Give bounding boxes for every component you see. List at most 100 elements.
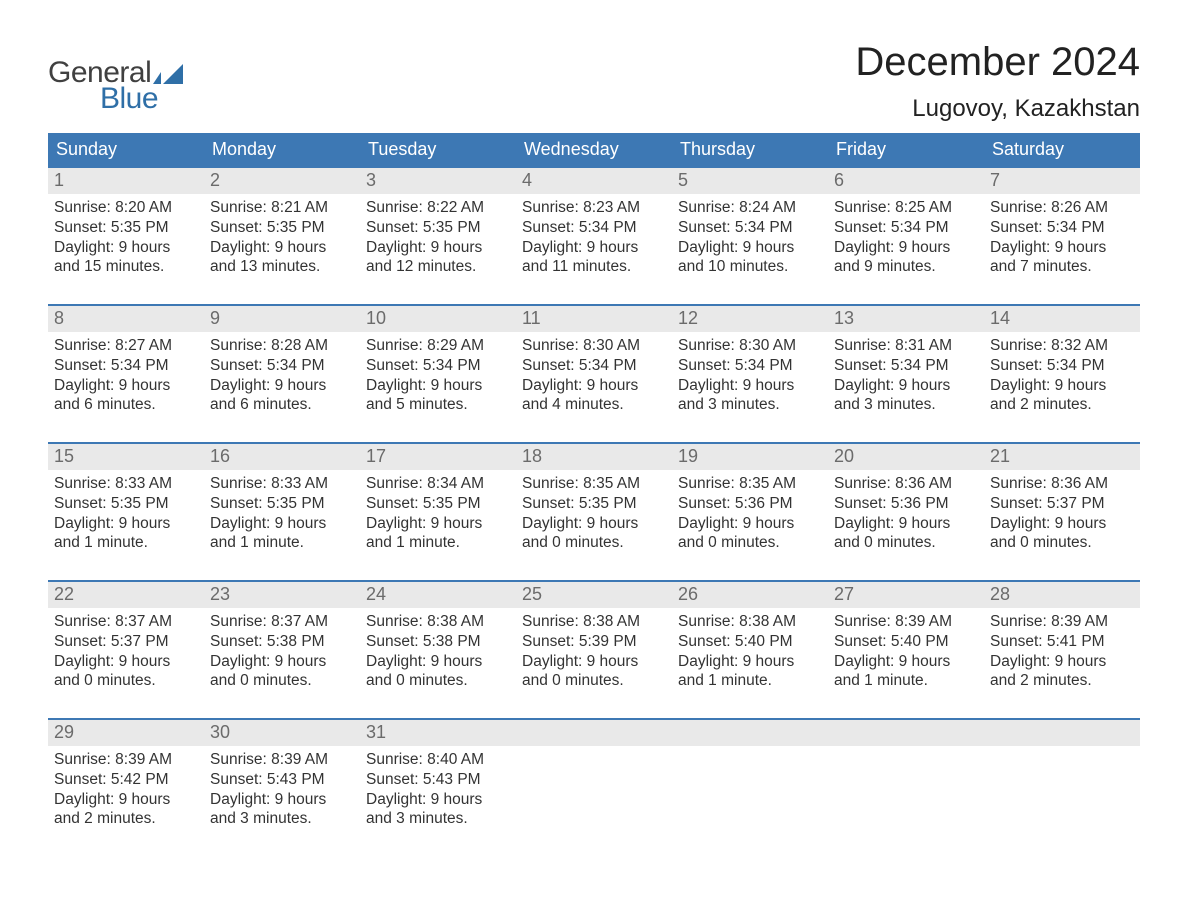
day-number: 5 — [672, 168, 828, 194]
day-body: Sunrise: 8:38 AMSunset: 5:38 PMDaylight:… — [360, 608, 516, 691]
day-body: Sunrise: 8:36 AMSunset: 5:37 PMDaylight:… — [984, 470, 1140, 553]
sunrise-text: Sunrise: 8:21 AM — [210, 198, 354, 218]
day-number: 20 — [828, 444, 984, 470]
day-cell: 26Sunrise: 8:38 AMSunset: 5:40 PMDayligh… — [672, 582, 828, 700]
daylight-text: Daylight: 9 hours and 0 minutes. — [522, 652, 666, 692]
day-number: 14 — [984, 306, 1140, 332]
sunrise-text: Sunrise: 8:33 AM — [210, 474, 354, 494]
sunrise-text: Sunrise: 8:33 AM — [54, 474, 198, 494]
day-cell: 17Sunrise: 8:34 AMSunset: 5:35 PMDayligh… — [360, 444, 516, 562]
day-cell: 19 Sunrise: 8:35 AMSunset: 5:36 PMDayligh… — [672, 444, 828, 562]
sunset-text: Sunset: 5:35 PM — [366, 218, 510, 238]
daylight-text: Daylight: 9 hours and 3 minutes. — [210, 790, 354, 830]
sunset-text: Sunset: 5:34 PM — [990, 356, 1134, 376]
daylight-text: Daylight: 9 hours and 6 minutes. — [210, 376, 354, 416]
sunset-text: Sunset: 5:38 PM — [366, 632, 510, 652]
day-body: Sunrise: 8:34 AMSunset: 5:35 PMDaylight:… — [360, 470, 516, 553]
day-number: 12 — [672, 306, 828, 332]
day-number: 6 — [828, 168, 984, 194]
day-number: 11 — [516, 306, 672, 332]
day-body: Sunrise: 8:24 AMSunset: 5:34 PMDaylight:… — [672, 194, 828, 277]
daylight-text: Daylight: 9 hours and 7 minutes. — [990, 238, 1134, 278]
sunset-text: Sunset: 5:34 PM — [54, 356, 198, 376]
day-number: 19 — [672, 444, 828, 470]
sunset-text: Sunset: 5:35 PM — [54, 494, 198, 514]
sunrise-text: Sunrise: 8:35 AM — [678, 474, 822, 494]
sunrise-text: Sunrise: 8:40 AM — [366, 750, 510, 770]
daylight-text: Daylight: 9 hours and 12 minutes. — [366, 238, 510, 278]
day-number: 26 — [672, 582, 828, 608]
day-cell: 12Sunrise: 8:30 AMSunset: 5:34 PMDayligh… — [672, 306, 828, 424]
sunset-text: Sunset: 5:34 PM — [522, 356, 666, 376]
sunset-text: Sunset: 5:35 PM — [54, 218, 198, 238]
day-number: 30 — [204, 720, 360, 746]
sunrise-text: Sunrise: 8:39 AM — [990, 612, 1134, 632]
day-cell: 24Sunrise: 8:38 AMSunset: 5:38 PMDayligh… — [360, 582, 516, 700]
daylight-text: Daylight: 9 hours and 1 minute. — [366, 514, 510, 554]
day-cell: 13Sunrise: 8:31 AMSunset: 5:34 PMDayligh… — [828, 306, 984, 424]
weekday-header: Saturday — [984, 133, 1140, 166]
day-body: Sunrise: 8:29 AMSunset: 5:34 PMDaylight:… — [360, 332, 516, 415]
sunset-text: Sunset: 5:34 PM — [834, 218, 978, 238]
sunrise-text: Sunrise: 8:36 AM — [990, 474, 1134, 494]
day-body: Sunrise: 8:38 AMSunset: 5:39 PMDaylight:… — [516, 608, 672, 691]
sunrise-text: Sunrise: 8:20 AM — [54, 198, 198, 218]
day-cell: 30Sunrise: 8:39 AMSunset: 5:43 PMDayligh… — [204, 720, 360, 838]
day-cell: 18Sunrise: 8:35 AMSunset: 5:35 PMDayligh… — [516, 444, 672, 562]
day-number: 29 — [48, 720, 204, 746]
day-number: 15 — [48, 444, 204, 470]
day-number: . — [672, 720, 828, 746]
sunset-text: Sunset: 5:34 PM — [990, 218, 1134, 238]
day-body: Sunrise: 8:33 AMSunset: 5:35 PMDaylight:… — [204, 470, 360, 553]
logo-flag-icon — [153, 64, 183, 84]
day-body: Sunrise: 8:22 AMSunset: 5:35 PMDaylight:… — [360, 194, 516, 277]
day-number: 25 — [516, 582, 672, 608]
sunrise-text: Sunrise: 8:28 AM — [210, 336, 354, 356]
day-number: 27 — [828, 582, 984, 608]
day-cell: 14Sunrise: 8:32 AMSunset: 5:34 PMDayligh… — [984, 306, 1140, 424]
sunset-text: Sunset: 5:41 PM — [990, 632, 1134, 652]
daylight-text: Daylight: 9 hours and 0 minutes. — [990, 514, 1134, 554]
title-block: December 2024 Lugovoy, Kazakhstan — [855, 40, 1140, 123]
daylight-text: Daylight: 9 hours and 10 minutes. — [678, 238, 822, 278]
daylight-text: Daylight: 9 hours and 2 minutes. — [990, 652, 1134, 692]
daylight-text: Daylight: 9 hours and 3 minutes. — [366, 790, 510, 830]
header: General Blue December 2024 Lugovoy, Kaza… — [48, 40, 1140, 123]
week-row: 15Sunrise: 8:33 AMSunset: 5:35 PMDayligh… — [48, 442, 1140, 562]
weekday-header: Wednesday — [516, 133, 672, 166]
sunrise-text: Sunrise: 8:38 AM — [678, 612, 822, 632]
sunrise-text: Sunrise: 8:37 AM — [210, 612, 354, 632]
daylight-text: Daylight: 9 hours and 5 minutes. — [366, 376, 510, 416]
calendar: SundayMondayTuesdayWednesdayThursdayFrid… — [48, 133, 1140, 838]
day-number: 4 — [516, 168, 672, 194]
day-cell: 10Sunrise: 8:29 AMSunset: 5:34 PMDayligh… — [360, 306, 516, 424]
day-number: 24 — [360, 582, 516, 608]
daylight-text: Daylight: 9 hours and 1 minute. — [210, 514, 354, 554]
sunrise-text: Sunrise: 8:35 AM — [522, 474, 666, 494]
sunset-text: Sunset: 5:34 PM — [834, 356, 978, 376]
sunrise-text: Sunrise: 8:34 AM — [366, 474, 510, 494]
daylight-text: Daylight: 9 hours and 0 minutes. — [366, 652, 510, 692]
sunrise-text: Sunrise: 8:30 AM — [678, 336, 822, 356]
weekday-header: Tuesday — [360, 133, 516, 166]
sunset-text: Sunset: 5:36 PM — [678, 494, 822, 514]
day-cell: 23Sunrise: 8:37 AMSunset: 5:38 PMDayligh… — [204, 582, 360, 700]
day-number: 16 — [204, 444, 360, 470]
daylight-text: Daylight: 9 hours and 0 minutes. — [834, 514, 978, 554]
daylight-text: Daylight: 9 hours and 0 minutes. — [678, 514, 822, 554]
page-title: December 2024 — [855, 40, 1140, 85]
day-number: 31 — [360, 720, 516, 746]
day-cell: 31Sunrise: 8:40 AMSunset: 5:43 PMDayligh… — [360, 720, 516, 838]
sunrise-text: Sunrise: 8:22 AM — [366, 198, 510, 218]
day-body: Sunrise: 8:33 AMSunset: 5:35 PMDaylight:… — [48, 470, 204, 553]
sunrise-text: Sunrise: 8:27 AM — [54, 336, 198, 356]
day-body: Sunrise: 8:28 AMSunset: 5:34 PMDaylight:… — [204, 332, 360, 415]
sunset-text: Sunset: 5:36 PM — [834, 494, 978, 514]
weekday-header: Monday — [204, 133, 360, 166]
sunrise-text: Sunrise: 8:38 AM — [522, 612, 666, 632]
sunrise-text: Sunrise: 8:30 AM — [522, 336, 666, 356]
daylight-text: Daylight: 9 hours and 2 minutes. — [990, 376, 1134, 416]
sunset-text: Sunset: 5:37 PM — [990, 494, 1134, 514]
day-body: Sunrise: 8:35 AMSunset: 5:35 PMDaylight:… — [516, 470, 672, 553]
sunrise-text: Sunrise: 8:39 AM — [54, 750, 198, 770]
